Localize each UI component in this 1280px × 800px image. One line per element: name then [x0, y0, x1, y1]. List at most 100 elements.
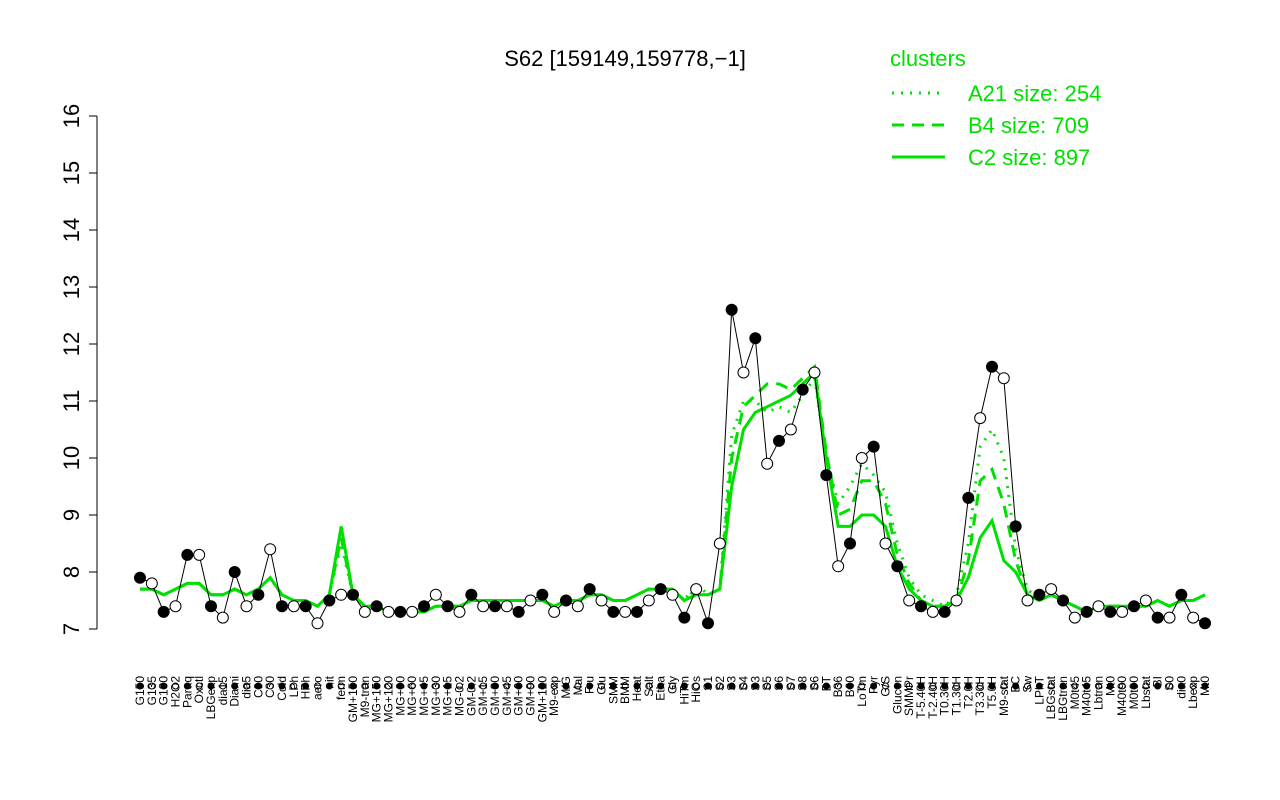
data-point	[453, 605, 466, 618]
x-dot	[1095, 682, 1102, 690]
x-tick-label: GM-0.2	[464, 676, 478, 716]
x-tick-label: G180	[157, 676, 171, 706]
x-tick-label: GM+45	[500, 676, 514, 716]
x-tick-label: S2	[713, 676, 727, 691]
legend-label: A21 size: 254	[968, 81, 1101, 106]
x-tick-label: Salt	[642, 675, 656, 696]
x-dot	[811, 682, 818, 690]
x-tick-label: dia5	[240, 676, 254, 699]
data-point	[489, 600, 501, 613]
data-point	[382, 605, 395, 618]
data-point	[1080, 605, 1093, 618]
x-dot	[657, 682, 665, 690]
x-dot	[207, 682, 215, 690]
chart-title: S62 [159149,159778,−1]	[504, 46, 746, 71]
x-dot	[941, 682, 949, 690]
x-tick-label: GM+90	[524, 676, 538, 716]
x-tick-label: LPhT	[1032, 675, 1046, 704]
data-point	[512, 605, 525, 618]
y-tick-label: 14	[59, 218, 84, 242]
data-point	[808, 366, 821, 379]
x-tick-label: GM+30	[488, 676, 502, 716]
x-dot	[834, 682, 842, 690]
x-tick-label: B60	[843, 676, 857, 698]
x-tick-label: Diami	[228, 676, 242, 707]
y-tick-label: 9	[59, 509, 84, 521]
x-dot	[1118, 682, 1126, 690]
x-dot	[1201, 682, 1209, 690]
data-point	[335, 588, 348, 601]
x-tick-label: S6	[772, 676, 786, 691]
x-dot	[219, 682, 227, 690]
x-tick-label: SMM	[606, 676, 620, 704]
x-tick-label: T-5.40H	[914, 676, 928, 719]
x-tick-label: M0t45	[1068, 676, 1082, 710]
x-tick-label: Paraq	[180, 676, 194, 708]
data-point	[749, 332, 762, 345]
data-point	[536, 588, 549, 601]
x-dot	[1071, 682, 1079, 690]
x-tick-label: Fru	[583, 676, 597, 694]
x-tick-label: MG+150	[370, 676, 384, 723]
x-tick-label: MG+90	[393, 676, 407, 716]
x-tick-label: M9-stat	[997, 675, 1011, 716]
data-point	[725, 303, 738, 316]
legend-label: B4 size: 709	[968, 113, 1089, 138]
data-point	[915, 600, 927, 613]
data-point	[1057, 594, 1069, 607]
x-dot	[787, 682, 795, 690]
data-point	[252, 588, 265, 601]
x-dot	[420, 682, 428, 690]
x-dot	[278, 682, 286, 690]
x-dot	[1000, 682, 1008, 690]
data-point	[619, 605, 632, 618]
x-dot	[254, 682, 262, 690]
data-point	[702, 617, 714, 630]
x-tick-label: S5	[760, 676, 774, 691]
x-dot	[538, 682, 546, 690]
data-point	[358, 605, 371, 618]
data-point	[761, 457, 774, 470]
x-dot	[302, 682, 310, 690]
x-dot	[692, 682, 700, 690]
x-tick-label: Sw	[1021, 676, 1035, 693]
data-point	[240, 600, 253, 613]
data-point	[867, 440, 880, 453]
x-dot	[562, 682, 570, 690]
y-tick-label: 13	[59, 275, 84, 299]
x-dot	[266, 682, 274, 690]
x-dot	[550, 682, 558, 690]
data-point	[938, 605, 951, 618]
data-point	[654, 583, 667, 596]
x-dot	[491, 682, 499, 690]
data-point	[323, 594, 336, 607]
data-point	[193, 548, 206, 561]
data-point	[1009, 520, 1022, 533]
x-dot	[598, 682, 605, 690]
x-tick-label: S7	[784, 676, 798, 691]
x-tick-label: LPh	[287, 676, 301, 697]
data-point	[773, 434, 785, 447]
x-dot	[349, 682, 357, 690]
x-tick-label: Lbexp	[1186, 676, 1200, 709]
x-dot	[1189, 682, 1197, 690]
data-point	[903, 594, 916, 607]
x-tick-label: S0	[1163, 676, 1177, 691]
x-tick-label: MG+60	[405, 676, 419, 716]
x-tick-label: M9-tran	[358, 676, 372, 717]
x-dot	[1047, 682, 1055, 690]
legend-label: C2 size: 897	[968, 145, 1090, 170]
x-dot	[325, 682, 333, 690]
x-dot	[479, 682, 487, 690]
x-dot	[1035, 682, 1043, 690]
x-tick-label: C30	[263, 676, 277, 698]
data-point	[832, 560, 845, 573]
x-tick-label: Heat	[630, 675, 644, 701]
data-point	[986, 360, 998, 373]
data-point	[1116, 605, 1129, 618]
x-dot	[1059, 682, 1067, 690]
data-point	[370, 600, 383, 613]
x-dot	[574, 682, 582, 690]
x-dot	[361, 682, 369, 690]
x-dot	[893, 682, 901, 690]
